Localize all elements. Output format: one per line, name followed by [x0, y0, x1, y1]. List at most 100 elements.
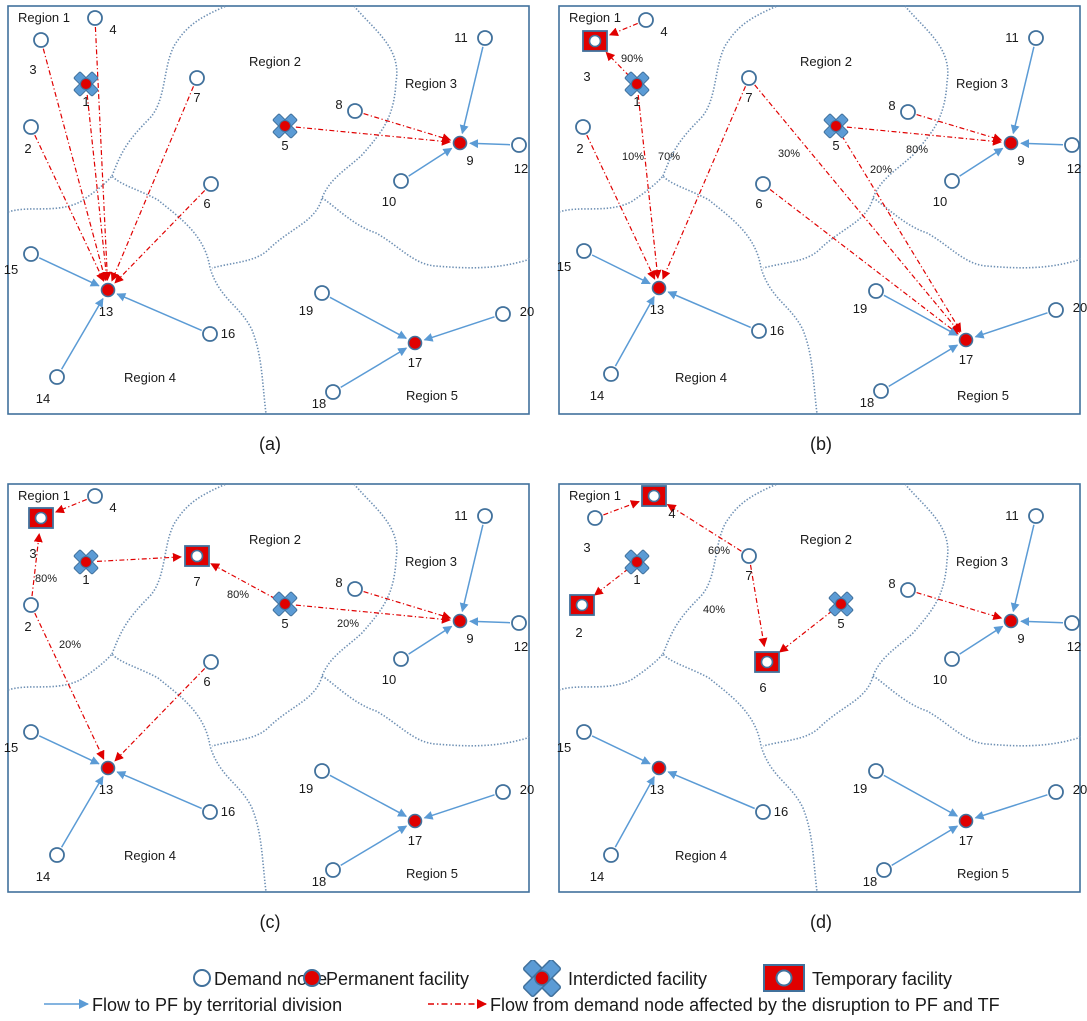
- percent-label: 40%: [703, 604, 725, 616]
- node-12-demand: [511, 615, 527, 631]
- node-7-temporary: [184, 545, 210, 567]
- node-6-demand: [755, 176, 771, 192]
- node-13-permanent: [100, 282, 116, 298]
- flow-15-to-13: [38, 735, 100, 765]
- node-number-8: 8: [335, 97, 342, 112]
- flow-18-to-17: [340, 825, 408, 867]
- node-number-8: 8: [888, 98, 895, 113]
- region-border-1: [558, 174, 818, 415]
- node-number-3: 3: [583, 540, 590, 555]
- flow-12-to-9: [469, 617, 511, 627]
- node-1-interdicted: [73, 71, 99, 97]
- flow-18-to-17: [888, 344, 959, 388]
- node-number-12: 12: [1067, 639, 1081, 654]
- region-label-3: Region 3: [956, 554, 1008, 569]
- node-number-6: 6: [203, 674, 210, 689]
- node-7-demand: [741, 70, 757, 86]
- region-label-4: Region 4: [124, 848, 176, 863]
- node-number-20: 20: [1073, 300, 1087, 315]
- percent-label: 20%: [59, 639, 81, 651]
- node-7-demand: [189, 70, 205, 86]
- percent-label: 70%: [658, 151, 680, 163]
- panel-3: Region 1 Region 2 Region 3 Region 4 Region 5…: [4, 483, 534, 932]
- node-9-permanent: [452, 135, 468, 151]
- flow-14-to-13: [614, 295, 655, 367]
- flow-4-to-3: [608, 22, 638, 36]
- panel-caption: (c): [260, 912, 281, 932]
- flow-19-to-17: [883, 294, 958, 336]
- node-number-3: 3: [29, 62, 36, 77]
- node-number-11: 11: [454, 508, 468, 523]
- demand-node-legend-icon: [193, 969, 211, 987]
- region-label-1: Region 1: [18, 10, 70, 25]
- flow-8-to-9: [916, 592, 1003, 621]
- node-3-temporary: [582, 30, 608, 52]
- node-5-interdicted: [272, 591, 298, 617]
- node-number-15: 15: [4, 262, 18, 277]
- node-11-demand: [477, 30, 493, 46]
- region-label-5: Region 5: [957, 866, 1009, 881]
- node-number-16: 16: [774, 804, 788, 819]
- node-number-10: 10: [382, 194, 396, 209]
- node-6-demand: [203, 176, 219, 192]
- node-4-temporary: [641, 485, 667, 507]
- node-16-demand: [202, 804, 218, 820]
- node-2-demand: [23, 119, 39, 135]
- node-14-demand: [49, 369, 65, 385]
- region-label-2: Region 2: [800, 54, 852, 69]
- node-10-demand: [944, 651, 960, 667]
- node-15-demand: [576, 724, 592, 740]
- node-number-8: 8: [888, 576, 895, 591]
- region-label-5: Region 5: [406, 388, 458, 403]
- region-label-5: Region 5: [957, 388, 1009, 403]
- region-border-4: [321, 197, 530, 269]
- flow-7-to-4: [666, 503, 742, 552]
- node-11-demand: [1028, 30, 1044, 46]
- node-18-demand: [325, 384, 341, 400]
- legend-disrupted-flow: Flow from demand node affected by the di…: [490, 995, 1000, 1015]
- permanent-facility-legend-icon: [303, 969, 321, 987]
- node-1-interdicted: [73, 549, 99, 575]
- node-number-6: 6: [755, 196, 762, 211]
- legend-demand-node: Demand node: [214, 969, 327, 989]
- region-border-1: [7, 652, 267, 893]
- node-number-4: 4: [109, 22, 116, 37]
- node-number-10: 10: [933, 194, 947, 209]
- node-number-6: 6: [759, 680, 766, 695]
- region-label-1: Region 1: [569, 488, 621, 503]
- flow-14-to-13: [60, 297, 104, 370]
- flow-6-to-13: [114, 668, 206, 762]
- flow-11-to-9: [459, 524, 484, 613]
- interdicted-facility-legend-icon: [522, 960, 562, 998]
- node-number-11: 11: [1005, 508, 1019, 523]
- percent-label: 80%: [227, 589, 249, 601]
- node-2-demand: [575, 119, 591, 135]
- flow-11-to-9: [1010, 46, 1035, 135]
- node-number-14: 14: [590, 869, 604, 884]
- node-number-19: 19: [299, 303, 313, 318]
- node-8-demand: [900, 582, 916, 598]
- node-number-19: 19: [853, 301, 867, 316]
- node-number-1: 1: [82, 94, 89, 109]
- node-8-demand: [900, 104, 916, 120]
- node-12-demand: [511, 137, 527, 153]
- node-number-5: 5: [837, 616, 844, 631]
- node-number-7: 7: [193, 574, 200, 589]
- node-14-demand: [603, 366, 619, 382]
- node-10-demand: [393, 173, 409, 189]
- flow-1-to-13: [637, 94, 662, 279]
- node-number-2: 2: [576, 141, 583, 156]
- node-20-demand: [1048, 784, 1064, 800]
- node-13-permanent: [651, 760, 667, 776]
- node-number-4: 4: [660, 24, 667, 39]
- panel-2: Region 1 Region 2 Region 3 Region 4 Region 5…: [557, 5, 1087, 454]
- region-label-2: Region 2: [800, 532, 852, 547]
- node-number-12: 12: [514, 639, 528, 654]
- percent-label: 20%: [337, 618, 359, 630]
- flow-5-to-9: [295, 126, 451, 146]
- region-border-4: [872, 197, 1081, 269]
- region-border-4: [872, 675, 1081, 747]
- node-number-16: 16: [221, 326, 235, 341]
- flow-20-to-17: [423, 794, 495, 820]
- flow-11-to-9: [1010, 524, 1035, 613]
